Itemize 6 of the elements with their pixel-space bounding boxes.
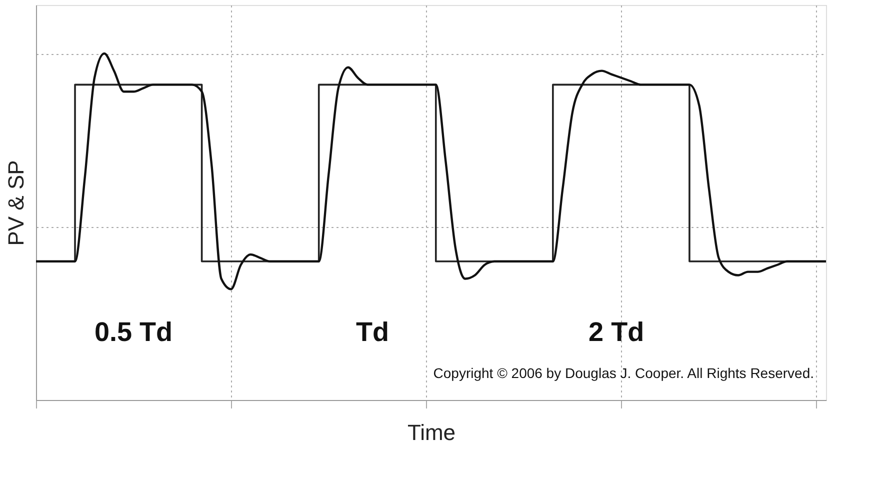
- annotation: Td: [356, 316, 389, 347]
- y-axis-title: PV & SP: [4, 160, 28, 246]
- x-axis-title: Time: [407, 420, 456, 445]
- annotation: Copyright © 2006 by Douglas J. Cooper. All Rights Reserved.: [433, 365, 814, 381]
- annotation: 0.5 Td: [94, 316, 173, 347]
- annotation: 2 Td: [588, 316, 644, 347]
